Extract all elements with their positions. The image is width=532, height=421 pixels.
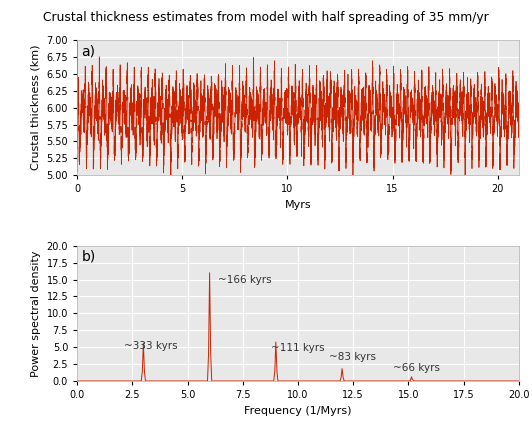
Text: Crustal thickness estimates from model with half spreading of 35 mm/yr: Crustal thickness estimates from model w…: [43, 11, 489, 24]
Text: ~83 kyrs: ~83 kyrs: [329, 352, 376, 362]
Text: b): b): [81, 250, 96, 264]
Text: ~111 kyrs: ~111 kyrs: [271, 343, 325, 353]
Text: ~333 kyrs: ~333 kyrs: [123, 341, 177, 351]
Text: ~166 kyrs: ~166 kyrs: [219, 275, 272, 285]
X-axis label: Frequency (1/Myrs): Frequency (1/Myrs): [244, 405, 352, 416]
Text: ~66 kyrs: ~66 kyrs: [393, 363, 440, 373]
Text: a): a): [81, 44, 96, 58]
Y-axis label: Crustal thickness (km): Crustal thickness (km): [31, 45, 41, 171]
Y-axis label: Power spectral density: Power spectral density: [31, 250, 41, 377]
X-axis label: Myrs: Myrs: [285, 200, 311, 210]
